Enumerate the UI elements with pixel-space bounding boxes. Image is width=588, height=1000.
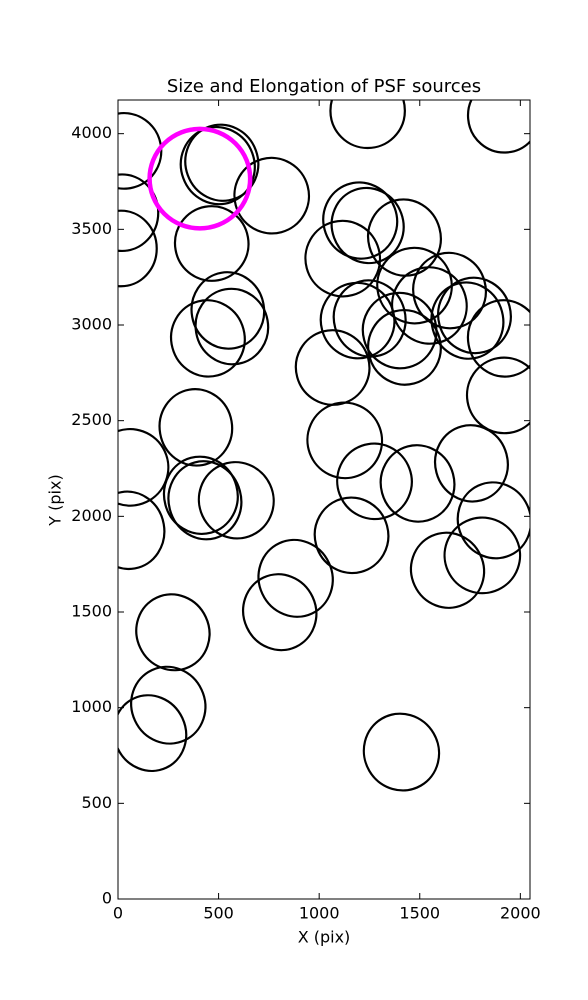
- psf-ellipse: [173, 205, 250, 282]
- psf-ellipse: [197, 461, 275, 540]
- y-tick-label: 1500: [71, 602, 112, 621]
- y-tick-label: 3500: [71, 219, 112, 238]
- psf-ellipse: [412, 251, 487, 330]
- psf-ellipse: [409, 531, 486, 609]
- y-tick-label: 4000: [71, 123, 112, 142]
- psf-ellipse: [329, 100, 406, 150]
- psf-ellipse: [242, 573, 318, 652]
- highlight-ellipse: [147, 126, 253, 231]
- psf-ellipse: [130, 665, 207, 745]
- psf-ellipse: [257, 538, 334, 618]
- chart-title: Size and Elongation of PSF sources: [167, 76, 481, 97]
- psf-ellipse: [466, 299, 530, 378]
- psf-ellipse: [194, 287, 270, 366]
- y-axis-label: Y (pix): [46, 474, 65, 526]
- psf-ellipse: [336, 442, 413, 521]
- psf-ellipse: [437, 276, 512, 355]
- psf-ellipse: [118, 427, 170, 507]
- psf-ellipse: [233, 156, 311, 235]
- y-tick-label: 500: [81, 793, 112, 812]
- psf-ellipse: [466, 100, 530, 154]
- y-tick-label: 0: [102, 889, 112, 908]
- axes-frame: [117, 99, 531, 900]
- psf-ellipse: [118, 209, 158, 288]
- psf-ellipse: [118, 490, 166, 571]
- psf-ellipse: [313, 496, 390, 575]
- y-tick-label: 2000: [71, 506, 112, 525]
- x-axis-label: X (pix): [298, 928, 351, 947]
- y-tick-label: 2500: [71, 410, 112, 429]
- x-tick-label: 1500: [399, 904, 440, 923]
- psf-ellipse: [167, 460, 243, 541]
- psf-ellipse: [443, 516, 522, 595]
- psf-ellipse: [135, 593, 211, 672]
- y-tick-label: 1000: [71, 697, 112, 716]
- psf-ellipse: [306, 401, 384, 480]
- psf-ellipse: [170, 299, 246, 378]
- psf-ellipse: [304, 219, 382, 298]
- psf-ellipse: [361, 291, 438, 370]
- x-tick-label: 0: [113, 904, 123, 923]
- psf-ellipse: [430, 281, 505, 360]
- y-tick-label: 3000: [71, 315, 112, 334]
- psf-ellipse: [190, 271, 266, 350]
- psf-ellipse: [162, 455, 239, 536]
- psf-ellipse: [434, 424, 509, 503]
- x-tick-label: 500: [203, 904, 234, 923]
- x-tick-label: 1000: [299, 904, 340, 923]
- psf-ellipse: [367, 309, 442, 386]
- psf-ellipse: [379, 444, 456, 523]
- psf-ellipse: [158, 388, 234, 467]
- psf-ellipse: [330, 186, 405, 265]
- psf-ellipse: [367, 198, 442, 277]
- psf-ellipse: [376, 246, 453, 325]
- psf-ellipse: [118, 173, 160, 253]
- psf-ellipse: [465, 356, 530, 435]
- plot-area: [118, 100, 530, 792]
- psf-ellipse: [362, 712, 441, 792]
- psf-ellipse: [118, 694, 188, 773]
- x-tick-label: 2000: [500, 904, 541, 923]
